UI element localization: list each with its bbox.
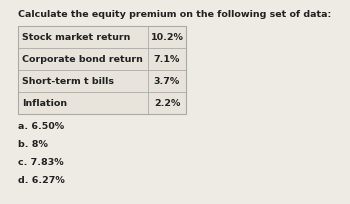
Text: d. 6.27%: d. 6.27% xyxy=(18,176,65,185)
Text: 3.7%: 3.7% xyxy=(154,76,180,85)
Text: Stock market return: Stock market return xyxy=(22,32,130,41)
Bar xyxy=(18,26,186,114)
Text: a. 6.50%: a. 6.50% xyxy=(18,122,64,131)
Bar xyxy=(18,26,186,114)
Text: 10.2%: 10.2% xyxy=(150,32,183,41)
Text: Corporate bond return: Corporate bond return xyxy=(22,54,143,63)
Text: b. 8%: b. 8% xyxy=(18,140,48,149)
Text: 2.2%: 2.2% xyxy=(154,99,180,108)
Text: Calculate the equity premium on the following set of data:: Calculate the equity premium on the foll… xyxy=(18,10,331,19)
Text: Inflation: Inflation xyxy=(22,99,67,108)
Text: c. 7.83%: c. 7.83% xyxy=(18,158,64,167)
Text: 7.1%: 7.1% xyxy=(154,54,180,63)
Text: Short-term t bills: Short-term t bills xyxy=(22,76,114,85)
